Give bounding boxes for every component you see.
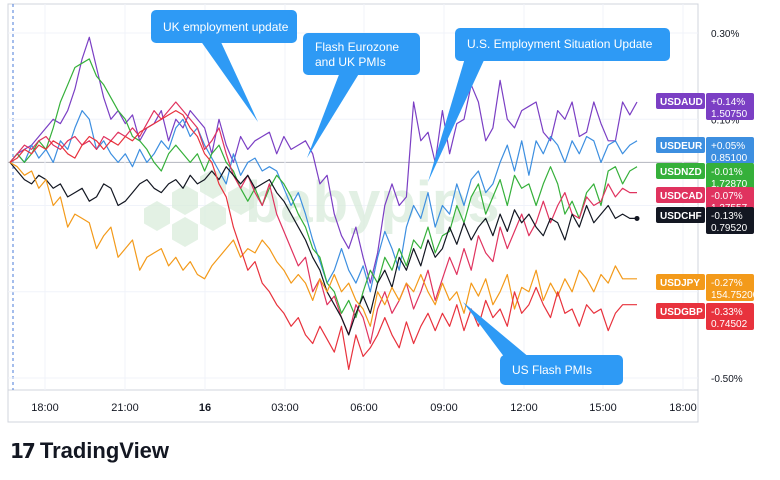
x-tick-label: 12:00 (510, 402, 538, 414)
series-line-usdgbp (9, 109, 637, 370)
ticker-name: USDCHF (660, 211, 702, 222)
ticker-name: USDGBP (660, 307, 703, 318)
ticker-badge (656, 303, 705, 319)
ticker-name: USDEUR (660, 141, 703, 152)
series-line-usdchf (9, 162, 637, 336)
ticker-badge (656, 207, 705, 223)
series-line-usdnzd (9, 58, 638, 319)
change-label: -0.07% (711, 191, 743, 202)
callout-pointer (428, 58, 485, 182)
x-tick-label: 06:00 (350, 402, 378, 414)
watermark-hex (172, 217, 198, 247)
value-badge (706, 137, 754, 164)
change-label: +0.14% (711, 97, 745, 108)
change-label: -0.27% (711, 278, 743, 289)
change-label: -0.13% (711, 211, 743, 222)
watermark-hex (144, 201, 170, 231)
watermark-hex (228, 185, 254, 215)
price-label: 154.75200 (711, 290, 759, 301)
price-label: 0.85100 (711, 153, 748, 164)
y-tick-label: 0.30% (711, 29, 739, 40)
x-tick-label: 21:00 (111, 402, 139, 414)
callout-box (500, 355, 623, 385)
value-badge (706, 303, 754, 330)
series-line-usdjpy (9, 161, 637, 327)
ticker-badge (656, 274, 705, 290)
watermark-hex (172, 185, 198, 215)
tradingview-mark-icon: 17 (10, 439, 36, 463)
callout-box (151, 10, 297, 43)
callout-text: U.S. Employment Situation Update (467, 37, 653, 51)
callout-text: US Flash PMIs (512, 363, 592, 377)
ticker-badge (656, 93, 705, 109)
series-line-usdcad (9, 101, 637, 345)
callout-box (455, 28, 670, 61)
y-tick-label: 0.10% (711, 115, 739, 126)
change-label: +0.05% (711, 141, 745, 152)
ticker-name: USDNZD (660, 167, 702, 178)
watermark-text: babypips (245, 170, 500, 235)
y-tick-label: -0.50% (711, 374, 743, 385)
callout-text: Flash Eurozone (315, 40, 399, 54)
series-line-usdaud (9, 36, 638, 284)
callout-pointer (463, 302, 530, 358)
callout-box (303, 33, 420, 75)
chart-svg: babypips 0.30%0.10%-0.10%-0.30%-0.50% 18… (7, 3, 759, 423)
x-tick-label: 18:00 (669, 402, 697, 414)
value-badge (706, 274, 754, 301)
grid (8, 4, 698, 390)
change-label: -0.01% (711, 167, 743, 178)
ticker-badge (656, 187, 705, 203)
ticker-badge (656, 137, 705, 153)
x-tick-label: 18:00 (31, 402, 59, 414)
ticker-badge (656, 163, 705, 179)
series-labels: USDAUD +0.14%1.50750 USDEUR +0.05%0.85100 US… (656, 93, 759, 330)
x-tick-label: 03:00 (271, 402, 299, 414)
value-badge (706, 207, 754, 234)
value-badge (706, 163, 754, 190)
callout-pointer (200, 40, 258, 122)
change-label: -0.33% (711, 307, 743, 318)
price-label: 1.50750 (711, 109, 748, 120)
callout-pointer (307, 72, 360, 158)
tradingview-logo[interactable]: 17 TradingView (10, 438, 169, 464)
price-label: 0.74502 (711, 319, 748, 330)
ticker-name: USDAUD (660, 97, 703, 108)
callout-text: UK employment update (163, 20, 289, 34)
x-tick-label: 15:00 (589, 402, 617, 414)
series-group (9, 36, 640, 370)
x-tick-label: 09:00 (430, 402, 458, 414)
watermark-hex (200, 201, 226, 231)
x-axis: 18:00 21:00 16 03:00 06:00 09:00 12:00 15:00 18:… (31, 402, 697, 414)
tradingview-text: TradingView (39, 438, 170, 463)
ticker-name: USDJPY (660, 278, 700, 289)
x-tick-label: 16 (199, 402, 211, 414)
value-badge (706, 93, 754, 120)
price-label: 1.72870 (711, 179, 748, 190)
ticker-name: USDCAD (660, 191, 703, 202)
series-end-dot (634, 215, 640, 221)
callout-text: and UK PMIs (315, 55, 386, 69)
price-label: 0.79520 (711, 223, 748, 234)
